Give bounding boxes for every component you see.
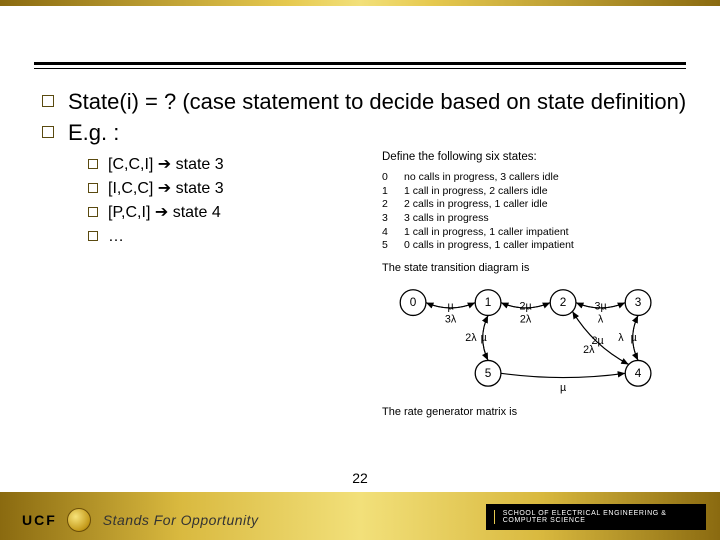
sub-bullet-text: … [108, 228, 124, 245]
state-figure: Define the following six states: 0 no cal… [382, 150, 692, 419]
brand-tagline: Stands For Opportunity [103, 512, 259, 528]
svg-text:2λ: 2λ [520, 314, 532, 326]
sub-bullet-text: [C,C,I] ➔ state 3 [108, 156, 224, 173]
sub-bullet-text: [P,C,I] ➔ state 4 [108, 204, 221, 221]
gold-top-band [0, 0, 720, 6]
svg-text:3: 3 [635, 296, 642, 309]
svg-text:0: 0 [410, 296, 417, 309]
bullet-text: State(i) = ? (case statement to decide b… [68, 89, 686, 114]
state-desc: no calls in progress, 3 callers idle [404, 171, 692, 185]
state-desc: 3 calls in progress [404, 212, 692, 226]
brand-text: UCF [22, 512, 57, 528]
svg-text:λ: λ [618, 332, 624, 344]
footer-right-block: SCHOOL OF ELECTRICAL ENGINEERING & COMPU… [486, 504, 706, 530]
svg-text:3µ: 3µ [595, 301, 607, 313]
svg-text:µ: µ [447, 301, 453, 313]
svg-text:µ: µ [481, 332, 487, 344]
state-id: 0 [382, 171, 398, 185]
footer-vbar-icon [494, 510, 495, 524]
state-transition-diagram: 3λµ2λ2µλ3µλµ2λ2µ2λµµ012345 [382, 279, 682, 399]
svg-text:1: 1 [485, 296, 492, 309]
bullet-text: E.g. : [68, 120, 119, 145]
figure-title: Define the following six states: [382, 150, 692, 165]
state-table: 0no calls in progress, 3 callers idle 11… [382, 171, 692, 253]
svg-text:2λ: 2λ [465, 332, 477, 344]
ucf-pegasus-icon [67, 508, 91, 532]
school-label: SCHOOL OF ELECTRICAL ENGINEERING & COMPU… [503, 510, 698, 524]
svg-text:2µ: 2µ [592, 335, 604, 347]
svg-text:λ: λ [598, 314, 604, 326]
sub-bullet-text: [I,C,C] ➔ state 3 [108, 180, 224, 197]
svg-text:5: 5 [485, 367, 492, 380]
state-id: 1 [382, 185, 398, 199]
rule-thick [34, 62, 686, 65]
state-desc: 2 calls in progress, 1 caller idle [404, 198, 692, 212]
svg-text:2µ: 2µ [520, 301, 532, 313]
rule-thin [34, 68, 686, 69]
state-desc: 1 call in progress, 1 caller impatient [404, 226, 692, 240]
title-rule [34, 62, 686, 69]
state-id: 5 [382, 239, 398, 253]
figure-caption-bottom: The rate generator matrix is [382, 405, 692, 419]
state-desc: 1 call in progress, 2 callers idle [404, 185, 692, 199]
state-id: 3 [382, 212, 398, 226]
footer-left: UCF Stands For Opportunity [22, 508, 259, 532]
state-id: 2 [382, 198, 398, 212]
state-desc: 0 calls in progress, 1 caller impatient [404, 239, 692, 253]
svg-text:2: 2 [560, 296, 567, 309]
state-id: 4 [382, 226, 398, 240]
svg-text:3λ: 3λ [445, 314, 457, 326]
figure-caption-top: The state transition diagram is [382, 261, 692, 275]
svg-text:4: 4 [635, 367, 642, 380]
footer: UCF Stands For Opportunity SCHOOL OF ELE… [0, 492, 720, 540]
svg-text:µ: µ [631, 332, 637, 344]
page-number: 22 [352, 470, 368, 486]
svg-text:µ: µ [560, 382, 566, 394]
bullet-item: State(i) = ? (case statement to decide b… [38, 88, 700, 117]
